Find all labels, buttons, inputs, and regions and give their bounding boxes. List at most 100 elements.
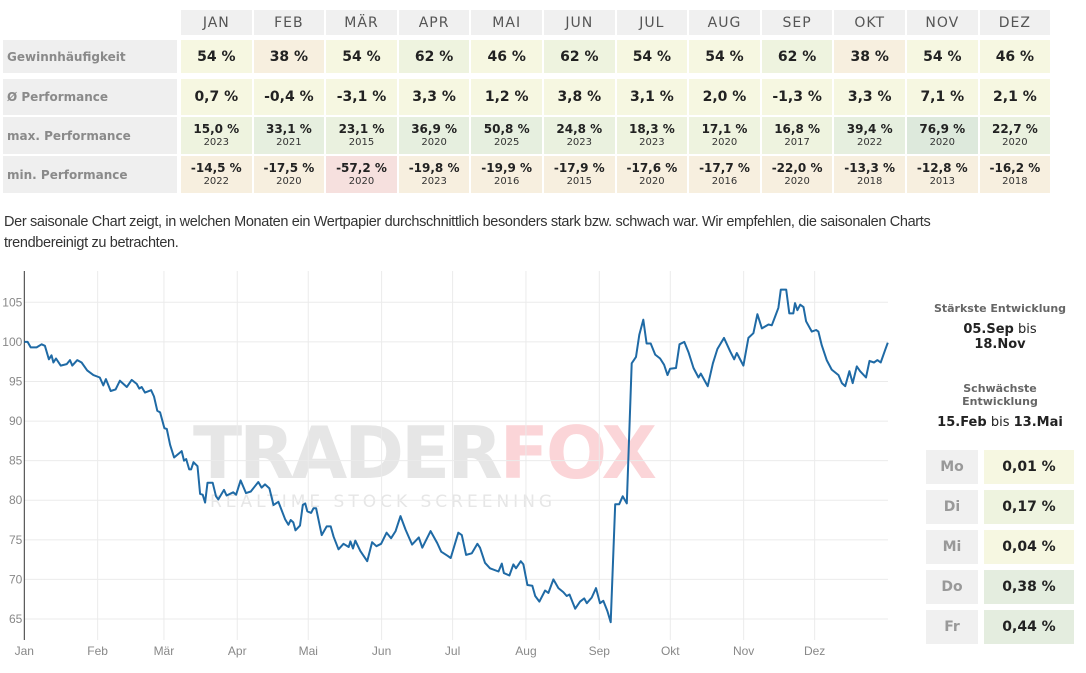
weakest-range: 15.Feb bis 13.Mai (936, 413, 1064, 432)
cell-value: 54 % (705, 48, 744, 65)
cell-year: 2020 (421, 137, 447, 148)
cell-year: 2020 (929, 137, 956, 148)
table-cell: 33,1 % 2021 (253, 117, 325, 154)
x-tick-label: Feb (87, 644, 108, 658)
row-label: min. Performance (3, 156, 177, 193)
cell-value: 54 % (923, 48, 962, 65)
cell-value: 36,9 % (411, 122, 457, 136)
table-cell: 2,0 % (689, 79, 760, 115)
y-tick-label: 80 (9, 493, 23, 507)
cell-year: 2013 (929, 176, 956, 187)
cell-year: 2018 (856, 176, 883, 187)
table-cell: 23,1 % 2015 (326, 117, 397, 154)
table-cell: 54 % (326, 40, 397, 73)
cell-value: 22,7 % (991, 122, 1038, 136)
cell-value: -13,3 % (844, 161, 896, 175)
table-cell: 3,8 % (544, 79, 615, 115)
x-tick-label: Jan (15, 644, 34, 658)
month-header: MAI (471, 10, 542, 35)
table-cell: -19,9 % 2016 (471, 156, 542, 193)
strongest-title: Stärkste Entwicklung (933, 302, 1067, 315)
cell-value: 46 % (487, 48, 526, 65)
table-cell: -57,2 % 2020 (326, 156, 397, 193)
cell-year: 2016 (711, 176, 738, 187)
x-tick-label: Mai (299, 644, 318, 658)
cell-value: 3,3 % (847, 89, 892, 105)
table-cell: -0,4 % (253, 79, 325, 115)
cell-value: 38 % (269, 48, 309, 65)
table-cell: 36,9 % 2020 (398, 117, 470, 154)
y-tick-label: 105 (2, 295, 22, 309)
cell-value: 38 % (850, 48, 889, 65)
table-cell: 3,3 % (834, 79, 905, 115)
cell-value: -3,1 % (336, 89, 387, 105)
watermark-tagline: REALTIME STOCK SCREENING (210, 492, 556, 512)
cell-year: 2015 (348, 137, 375, 148)
cell-value: 2,1 % (993, 89, 1037, 105)
x-tick-label: Dez (804, 644, 825, 658)
y-tick-label: 85 (9, 454, 23, 468)
watermark-logo: TRADERFOX (193, 411, 656, 495)
month-header: MÄR (326, 10, 397, 35)
x-tick-label: Apr (228, 644, 247, 658)
cell-value: -12,8 % (916, 161, 968, 175)
weekday-label: Mo (926, 450, 978, 484)
cell-value: 1,2 % (484, 89, 529, 105)
cell-value: 0,7 % (194, 89, 239, 105)
table-cell: 76,9 % 2020 (907, 117, 978, 154)
cell-year: 2023 (203, 137, 230, 148)
cell-value: -22,0 % (771, 161, 823, 175)
table-cell: 38 % (253, 40, 325, 73)
table-cell: -19,8 % 2023 (398, 156, 470, 193)
x-tick-label: Mär (154, 644, 175, 658)
table-cell: 3,1 % (616, 79, 688, 115)
cell-year: 2016 (493, 176, 520, 187)
weekday-label: Mi (926, 530, 978, 564)
cell-value: 62 % (560, 48, 599, 65)
cell-value: -17,9 % (553, 161, 605, 175)
weakest-title: Schwächste Entwicklung (962, 382, 1038, 408)
cell-value: 23,1 % (338, 122, 385, 136)
cell-value: 33,1 % (265, 122, 312, 136)
cell-year: 2017 (784, 137, 810, 148)
cell-value: 39,4 % (846, 122, 893, 136)
weekday-label: Do (926, 570, 978, 604)
x-tick-label: Jul (445, 644, 460, 658)
cell-value: 16,8 % (774, 122, 820, 136)
month-header: FEB (253, 10, 325, 35)
table-cell: -14,5 % 2022 (181, 156, 252, 193)
cell-value: 2,0 % (702, 89, 747, 105)
cell-year: 2020 (711, 137, 738, 148)
table-cell: -17,7 % 2016 (689, 156, 760, 193)
cell-value: 3,1 % (630, 89, 674, 105)
table-cell: 46 % (979, 40, 1051, 73)
table-cell: 46 % (471, 40, 542, 73)
table-cell: 22,7 % 2020 (979, 117, 1051, 154)
strongest-to: 18.Nov (974, 337, 1026, 352)
cell-value: 3,3 % (412, 89, 456, 105)
weekday-value: 0,17 % (984, 490, 1074, 524)
y-tick-label: 100 (2, 335, 22, 349)
table-cell: -17,9 % 2015 (544, 156, 615, 193)
cell-year: 2020 (784, 176, 810, 187)
table-cell: -16,2 % 2018 (979, 156, 1051, 193)
cell-value: 54 % (197, 48, 236, 65)
strongest-from: 05.Sep (963, 322, 1014, 337)
cell-year: 2025 (493, 137, 520, 148)
table-cell: 17,1 % 2020 (689, 117, 760, 154)
month-header: NOV (907, 10, 978, 35)
cell-value: 54 % (342, 48, 381, 65)
month-header: OKT (834, 10, 905, 35)
y-tick-label: 75 (9, 533, 23, 547)
table-cell: 18,3 % 2023 (616, 117, 688, 154)
x-tick-label: Sep (589, 644, 611, 658)
cell-value: 17,1 % (701, 122, 748, 136)
cell-value: 7,1 % (920, 89, 965, 105)
table-cell: 38 % (834, 40, 905, 73)
table-cell: 16,8 % 2017 (761, 117, 833, 154)
table-cell: -1,3 % (761, 79, 833, 115)
table-cell: -13,3 % 2018 (834, 156, 905, 193)
series-line (24, 288, 889, 624)
month-header: AUG (689, 10, 760, 35)
